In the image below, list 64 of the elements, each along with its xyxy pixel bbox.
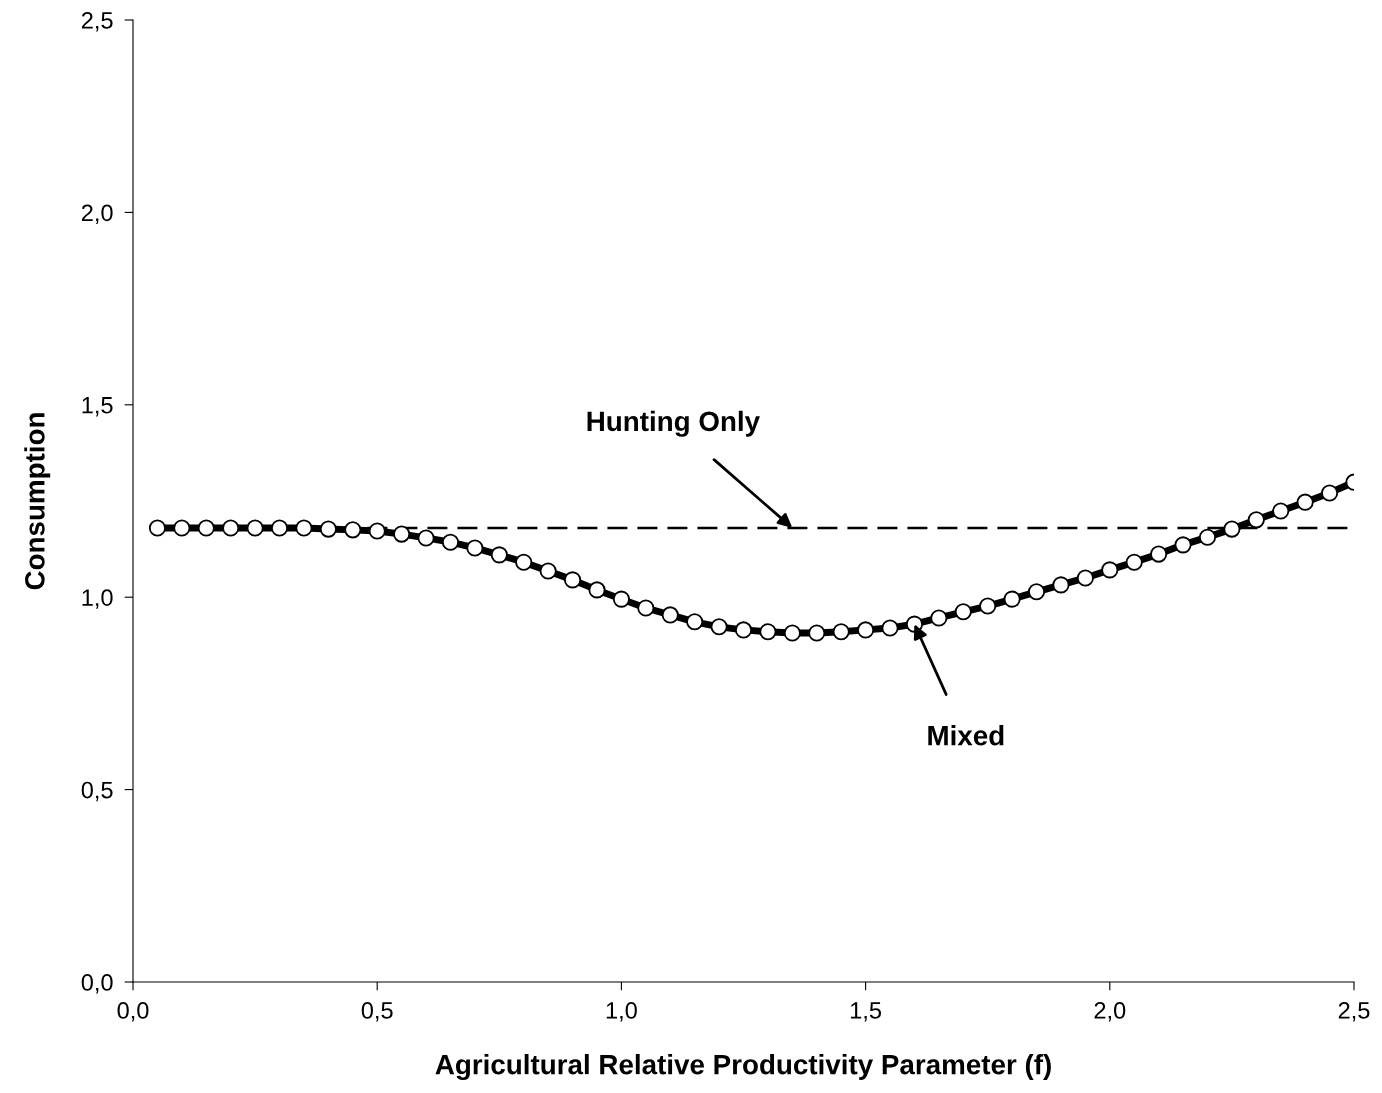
point: [710, 618, 728, 636]
point: [1223, 520, 1241, 538]
point: [197, 519, 215, 537]
y-tick-label: 0,0: [81, 974, 113, 994]
x-tick-label: 0,0: [117, 1002, 149, 1022]
point: [1076, 569, 1094, 587]
x-tick-label: 0,5: [361, 1002, 393, 1022]
point: [344, 521, 362, 539]
point: [295, 519, 313, 537]
point: [759, 623, 777, 641]
x-tick-label: 1,0: [606, 1002, 637, 1022]
point: [393, 525, 411, 543]
point: [1052, 576, 1070, 594]
point: [539, 562, 557, 580]
point: [246, 519, 264, 537]
point: [954, 603, 972, 621]
point: [930, 609, 948, 627]
point: [832, 623, 850, 641]
point: [1101, 561, 1119, 579]
point: [1321, 484, 1339, 502]
point: [1247, 511, 1265, 529]
point: [1296, 493, 1314, 511]
point: [588, 581, 606, 599]
point: [441, 533, 460, 551]
point: [368, 522, 386, 540]
point: [857, 621, 875, 639]
point: [417, 529, 435, 547]
point: [612, 590, 630, 608]
point: [490, 546, 508, 564]
point: [466, 539, 484, 557]
point: [1272, 502, 1290, 520]
y-tick-label: 1,5: [82, 397, 113, 417]
point: [661, 606, 679, 624]
point: [881, 619, 899, 637]
point: [1027, 583, 1046, 601]
x-tick-label: 2,5: [1338, 1002, 1370, 1022]
point: [783, 624, 801, 642]
point: [808, 624, 826, 642]
point: [270, 519, 289, 537]
point: [637, 599, 655, 617]
point: [1125, 553, 1143, 571]
point: [148, 519, 166, 537]
y-tick-label: 0,5: [81, 781, 113, 802]
point: [1003, 590, 1021, 608]
point: [1150, 545, 1168, 563]
x-tick-label: 2,0: [1094, 1002, 1126, 1022]
point: [734, 621, 753, 639]
point: [1174, 536, 1192, 554]
annotation: Mixed: [928, 725, 1004, 746]
x-axis-title: Agricultural Relative Productivity Parameter (f): [435, 1054, 1051, 1081]
point: [222, 519, 240, 537]
y-axis-title: Consumption: [24, 413, 51, 590]
y-tick-label: 2,0: [81, 204, 113, 224]
y-tick-label: 2,5: [81, 12, 113, 32]
annotation: Hunting Only: [587, 410, 760, 437]
point: [686, 613, 704, 631]
point: [564, 571, 582, 589]
point: [1198, 528, 1217, 546]
point: [979, 597, 997, 615]
y-tick-label: 1,0: [82, 589, 113, 609]
point: [319, 520, 337, 538]
point: [515, 553, 533, 571]
x-tick-label: 1,5: [850, 1002, 882, 1022]
point: [173, 519, 191, 537]
